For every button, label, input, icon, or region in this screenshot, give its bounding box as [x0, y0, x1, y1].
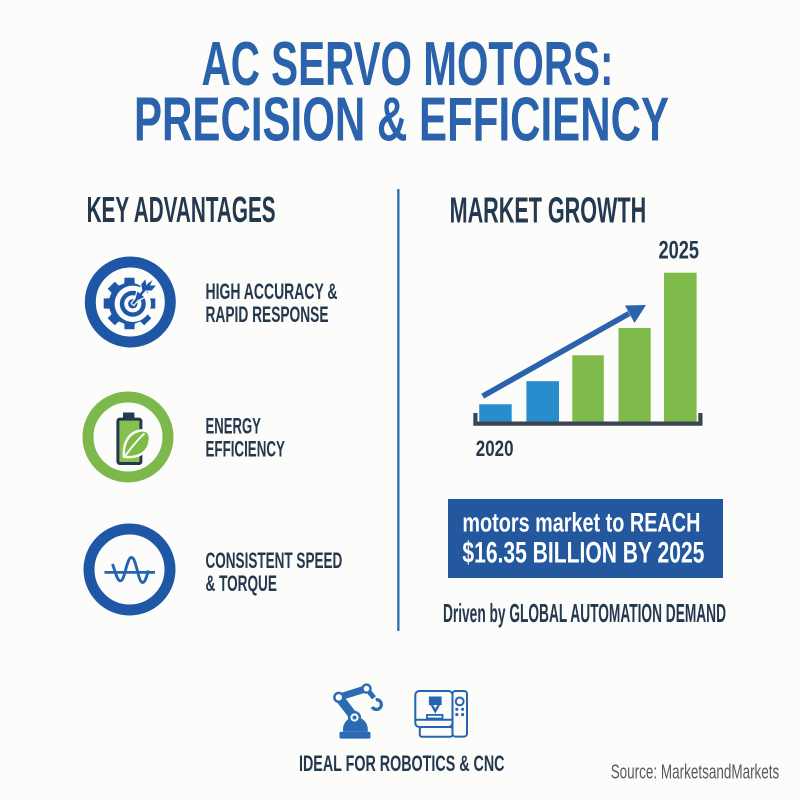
svg-text:EFFICIENCY: EFFICIENCY	[206, 436, 286, 461]
svg-text:2025: 2025	[659, 238, 700, 265]
svg-text:IDEAL FOR ROBOTICS & CNC: IDEAL FOR ROBOTICS & CNC	[299, 751, 505, 776]
svg-text:$16.35 BILLION BY 2025: $16.35 BILLION BY 2025	[462, 537, 704, 570]
svg-text:2020: 2020	[476, 436, 514, 461]
svg-text:Driven by GLOBAL AUTOMATION DE: Driven by GLOBAL AUTOMATION DEMAND	[443, 600, 726, 628]
svg-text:KEY ADVANTAGES: KEY ADVANTAGES	[87, 189, 276, 230]
svg-text:PRECISION & EFFICIENCY: PRECISION & EFFICIENCY	[134, 84, 669, 154]
svg-text:MARKET GROWTH: MARKET GROWTH	[450, 190, 647, 231]
svg-text:motors market to REACH: motors market to REACH	[462, 508, 700, 538]
svg-text:& TORQUE: & TORQUE	[206, 571, 277, 596]
svg-text:AC SERVO MOTORS:: AC SERVO MOTORS:	[202, 29, 614, 99]
svg-text:HIGH ACCURACY &: HIGH ACCURACY &	[206, 279, 338, 304]
svg-text:Source: MarketsandMarkets: Source: MarketsandMarkets	[611, 762, 780, 784]
svg-text:ENERGY: ENERGY	[206, 414, 262, 439]
svg-text:RAPID RESPONSE: RAPID RESPONSE	[206, 302, 329, 327]
svg-text:CONSISTENT SPEED: CONSISTENT SPEED	[206, 548, 343, 573]
